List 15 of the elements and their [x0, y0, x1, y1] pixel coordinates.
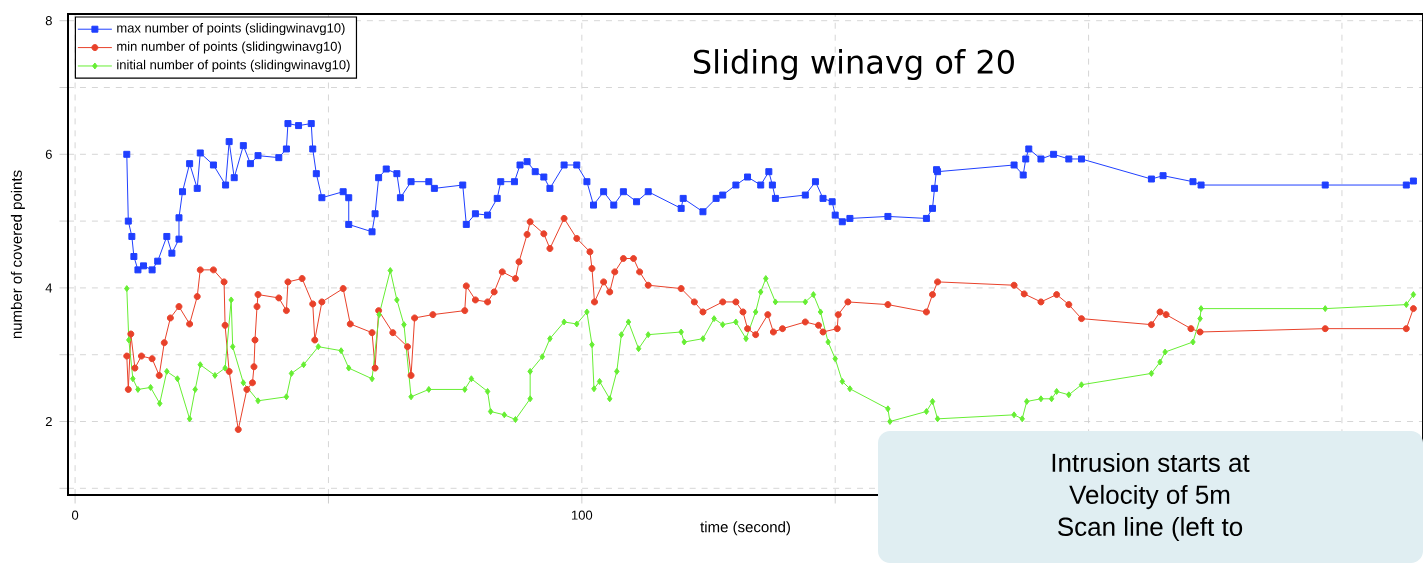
text: Sliding winavg of 20: [693, 49, 1014, 81]
x-tick-label: 100: [571, 510, 593, 520]
x-tick-label: 0: [71, 510, 79, 520]
text: Scan line (left to: [1057, 516, 1243, 542]
legend-label: initial number of points (slidingwinavg10): [117, 59, 350, 72]
y-tick-label: 8: [45, 16, 52, 26]
y-tick-label: 2: [45, 416, 52, 427]
x-axis-title: time (second): [700, 521, 790, 536]
annotation: Velocity of 5m: [1069, 484, 1230, 510]
y-axis-title: number of covered points: [10, 170, 25, 339]
y-tick-label: 6: [45, 149, 52, 159]
legend-label: max number of points (slidingwinavg10): [117, 23, 345, 36]
annotation: Intrusion starts at: [1052, 452, 1250, 472]
legend-label: min number of points (slidingwinavg10): [117, 41, 341, 54]
y-tick-label: 4: [45, 283, 53, 293]
